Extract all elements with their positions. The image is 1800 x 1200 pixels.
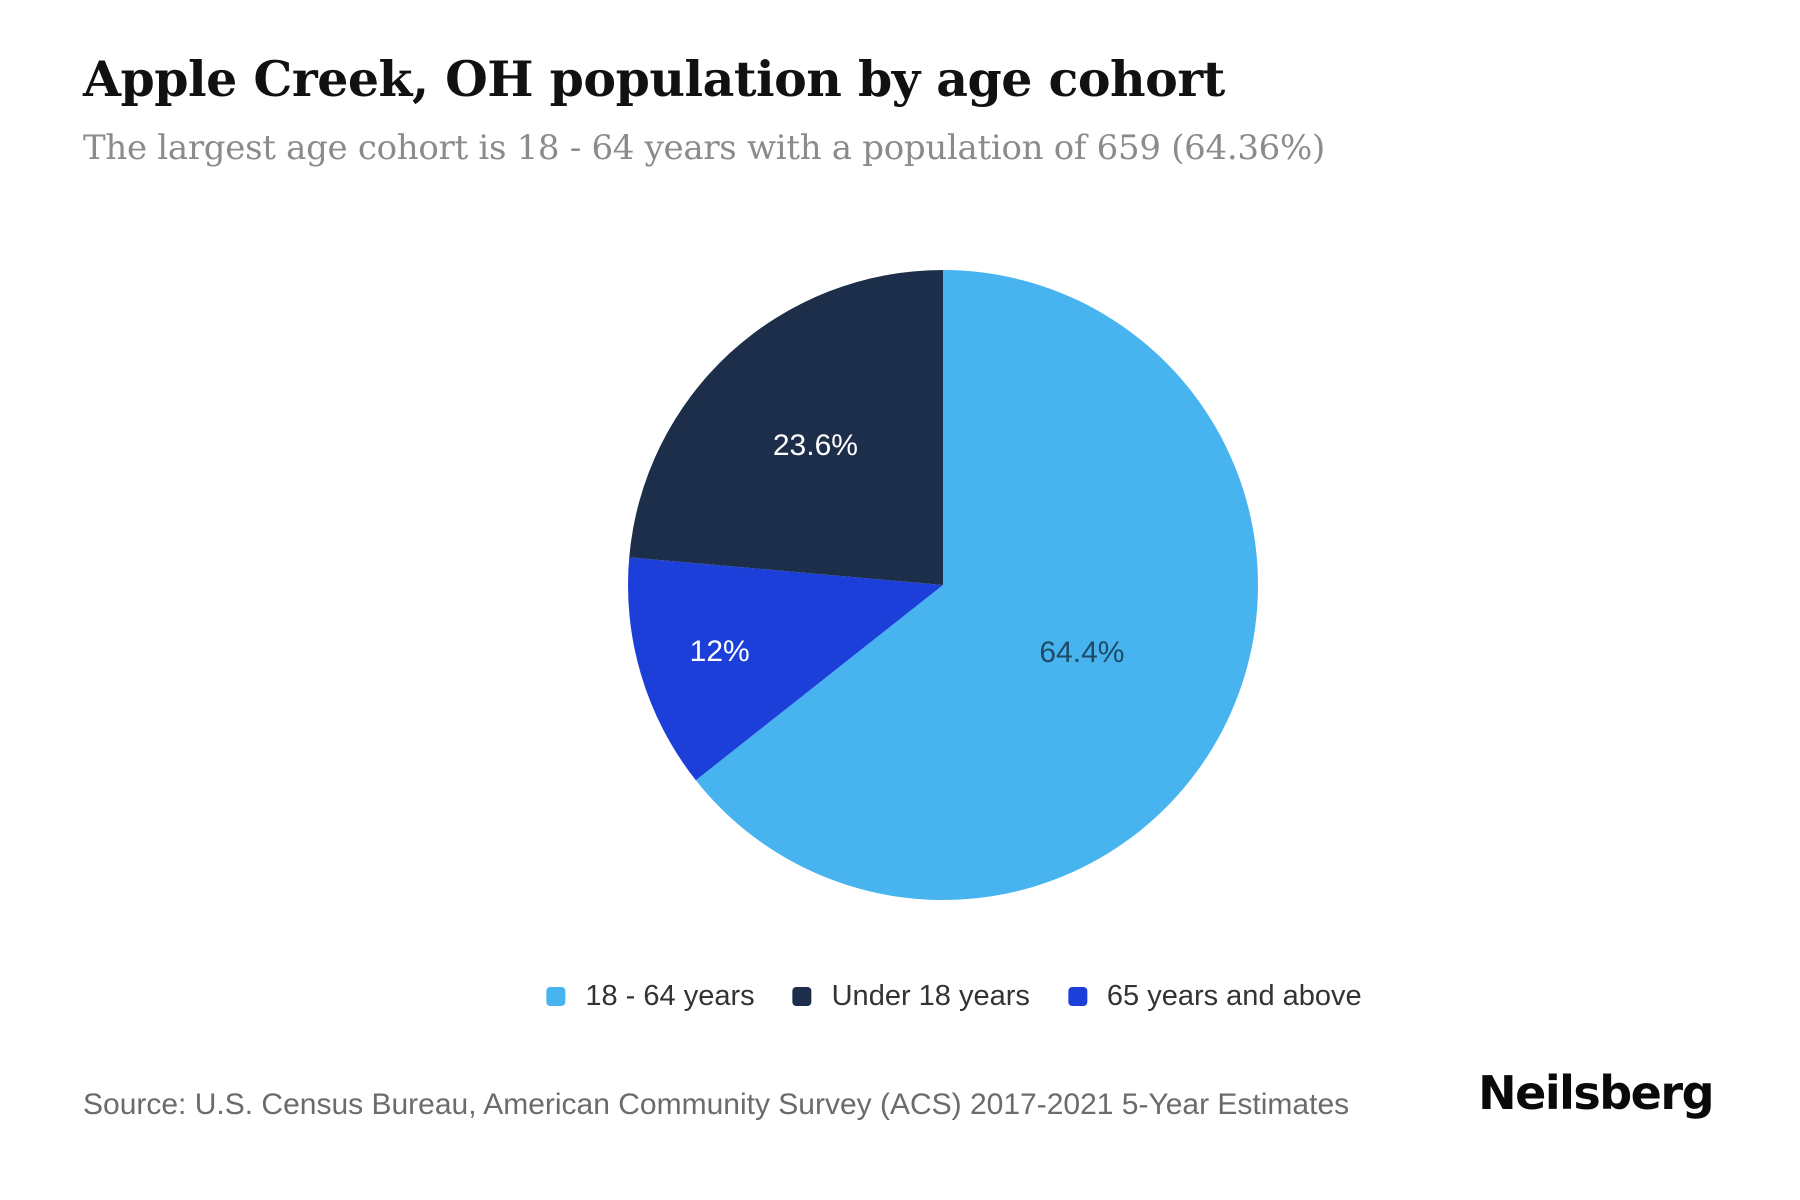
legend-item-under-18-years[interactable]: Under 18 years [792, 980, 1030, 1013]
chart-subtitle: The largest age cohort is 18 - 64 years … [83, 128, 1325, 168]
chart-title: Apple Creek, OH population by age cohort [83, 50, 1225, 108]
pie-data-label-18---64-years: 64.4% [1039, 636, 1124, 669]
legend-item-65-years-and-above[interactable]: 65 years and above [1067, 980, 1362, 1013]
legend-marker-18---64-years [546, 987, 566, 1006]
pie-chart: 64.4% 12% 23.6% [628, 270, 1258, 900]
pie-slice-under-18-years[interactable] [629, 270, 943, 585]
pie-slice-65-years-and-above[interactable] [628, 557, 943, 781]
brand-logo: Neilsberg [1478, 1066, 1714, 1120]
legend-item-18---64-years[interactable]: 18 - 64 years [546, 980, 755, 1013]
legend-label: 18 - 64 years [585, 980, 755, 1012]
legend-marker-65-years-and-above [1067, 987, 1087, 1006]
pie-slice-18---64-years[interactable] [695, 270, 1258, 900]
pie-data-label-under-18-years: 23.6% [773, 429, 858, 462]
source-note: Source: U.S. Census Bureau, American Com… [83, 1088, 1350, 1121]
pie-data-label-65-years-and-above: 12% [690, 635, 750, 668]
legend-label: Under 18 years [831, 980, 1030, 1012]
legend-marker-under-18-years [792, 987, 812, 1006]
legend-label: 65 years and above [1106, 980, 1362, 1012]
chart-legend: 18 - 64 years Under 18 years 65 years and … [546, 980, 1362, 1013]
